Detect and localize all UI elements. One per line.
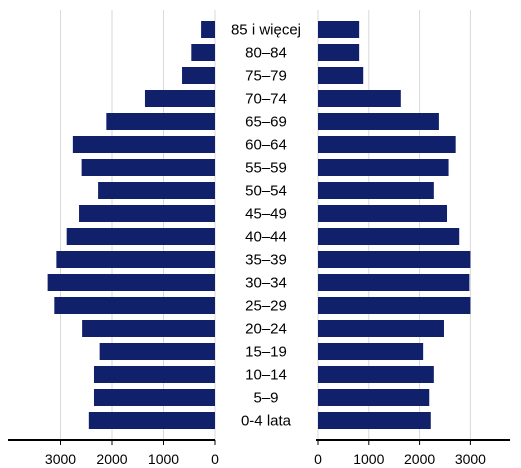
right-bar xyxy=(318,251,471,268)
left-bar xyxy=(81,159,216,176)
age-group-label: 85 i więcej xyxy=(231,21,301,38)
age-group-label: 25–29 xyxy=(245,297,287,314)
left-bar xyxy=(99,343,215,360)
left-axis-tick-label: 3000 xyxy=(45,451,76,467)
age-group-label: 15–19 xyxy=(245,343,287,360)
right-bar xyxy=(318,90,401,107)
left-bar xyxy=(56,251,215,268)
age-group-label: 65–69 xyxy=(245,113,287,130)
age-group-label: 30–34 xyxy=(245,274,287,291)
age-group-label: 35–39 xyxy=(245,251,287,268)
left-bar xyxy=(82,320,215,337)
left-bar xyxy=(106,113,215,130)
age-group-label: 40–44 xyxy=(245,228,287,245)
right-bar xyxy=(318,21,360,38)
left-bar xyxy=(98,182,215,199)
right-axis-tick-label: 2000 xyxy=(404,451,435,467)
right-bar xyxy=(318,44,360,61)
left-axis-tick-label: 2000 xyxy=(96,451,127,467)
right-axis-tick-label: 1000 xyxy=(353,451,384,467)
left-bar xyxy=(47,274,215,291)
left-bar xyxy=(93,366,215,383)
right-axis-tick-label: 0 xyxy=(314,451,322,467)
right-bar xyxy=(318,113,439,130)
left-bar xyxy=(88,412,215,429)
right-axis-tick-label: 3000 xyxy=(455,451,486,467)
left-axis-tick-label: 0 xyxy=(211,451,219,467)
right-bar xyxy=(318,67,364,84)
left-bar xyxy=(144,90,215,107)
age-group-label: 5–9 xyxy=(253,389,278,406)
right-bar xyxy=(318,228,460,245)
age-group-label: 55–59 xyxy=(245,159,287,176)
left-bar xyxy=(66,228,216,245)
right-bar xyxy=(318,320,444,337)
age-group-label: 50–54 xyxy=(245,182,287,199)
right-bar xyxy=(318,389,430,406)
left-bar xyxy=(72,136,215,153)
right-bar xyxy=(318,159,449,176)
age-group-label: 80–84 xyxy=(245,44,287,61)
age-group-label: 60–64 xyxy=(245,136,287,153)
right-bar xyxy=(318,297,471,314)
left-bar xyxy=(93,389,215,406)
age-group-label: 75–79 xyxy=(245,67,287,84)
age-group-label: 0-4 lata xyxy=(241,412,292,429)
left-bar xyxy=(191,44,215,61)
age-group-label: 10–14 xyxy=(245,366,287,383)
right-bar xyxy=(318,343,424,360)
left-bar xyxy=(182,67,215,84)
right-bar xyxy=(318,136,456,153)
left-bar xyxy=(79,205,215,222)
right-bar xyxy=(318,412,431,429)
right-bar xyxy=(318,205,448,222)
right-bar xyxy=(318,366,434,383)
left-bar xyxy=(201,21,215,38)
age-group-label: 70–74 xyxy=(245,90,287,107)
left-axis-tick-label: 1000 xyxy=(148,451,179,467)
right-bar xyxy=(318,182,434,199)
age-group-label: 20–24 xyxy=(245,320,287,337)
left-bar xyxy=(54,297,215,314)
right-bar xyxy=(318,274,470,291)
age-group-label: 45–49 xyxy=(245,205,287,222)
